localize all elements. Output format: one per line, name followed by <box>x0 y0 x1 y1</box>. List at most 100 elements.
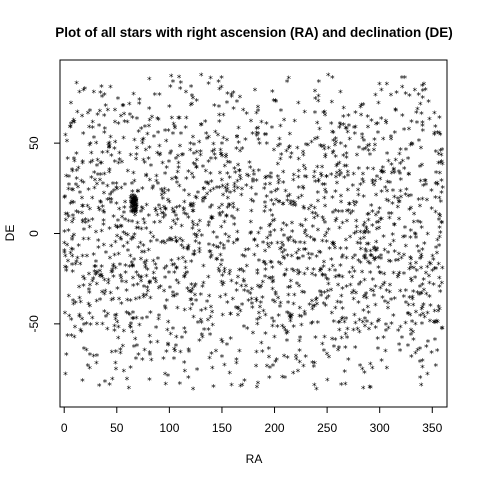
data-point: * <box>431 319 436 329</box>
data-point: * <box>420 88 425 98</box>
data-point: * <box>333 274 338 284</box>
data-point: * <box>208 304 213 314</box>
data-point: * <box>197 218 202 228</box>
data-point: * <box>368 248 373 258</box>
data-point: * <box>191 201 196 211</box>
data-point: * <box>411 265 416 275</box>
data-point: * <box>373 283 378 293</box>
data-point: * <box>90 275 95 285</box>
data-point: * <box>340 220 345 230</box>
data-point: * <box>132 207 137 217</box>
data-point: * <box>63 371 68 381</box>
data-point: * <box>133 202 138 212</box>
data-point: * <box>279 240 284 250</box>
data-point: * <box>252 252 257 262</box>
data-point: * <box>64 138 69 148</box>
data-point: * <box>195 222 200 232</box>
data-point: * <box>283 327 288 337</box>
data-point: * <box>110 181 115 191</box>
data-point: * <box>278 151 283 161</box>
data-point: * <box>231 221 236 231</box>
data-point: * <box>370 208 375 218</box>
data-point: * <box>268 276 273 286</box>
data-point: * <box>408 276 413 286</box>
data-point: * <box>275 240 280 250</box>
data-point: * <box>371 182 376 192</box>
data-point: * <box>188 259 193 269</box>
data-point: * <box>209 253 214 263</box>
data-point: * <box>229 278 234 288</box>
data-point: * <box>322 195 327 205</box>
data-point: * <box>107 143 112 153</box>
data-point: * <box>99 274 104 284</box>
data-point: * <box>111 214 116 224</box>
data-point: * <box>205 180 210 190</box>
data-point: * <box>346 112 351 122</box>
data-point: * <box>270 363 275 373</box>
data-point: * <box>90 125 95 135</box>
data-point: * <box>346 208 351 218</box>
data-point: * <box>217 119 222 129</box>
data-point: * <box>408 332 413 342</box>
data-point: * <box>156 117 161 127</box>
data-point: * <box>267 232 272 242</box>
data-point: * <box>69 187 74 197</box>
data-point: * <box>272 299 277 309</box>
data-point: * <box>193 194 198 204</box>
data-point: * <box>347 270 352 280</box>
data-point: * <box>362 323 367 333</box>
data-point: * <box>392 129 397 139</box>
data-point: * <box>217 212 222 222</box>
data-point: * <box>269 198 274 208</box>
data-point: * <box>254 243 259 253</box>
data-point: * <box>147 352 152 362</box>
data-point: * <box>352 202 357 212</box>
data-point: * <box>288 155 293 165</box>
data-point: * <box>136 351 141 361</box>
data-point: * <box>148 162 153 172</box>
data-point: * <box>90 217 95 227</box>
data-point: * <box>194 232 199 242</box>
data-point: * <box>310 303 315 313</box>
data-point: * <box>299 322 304 332</box>
data-point: * <box>253 296 258 306</box>
data-point: * <box>427 318 432 328</box>
data-point: * <box>401 126 406 136</box>
data-point: * <box>211 242 216 252</box>
data-point: * <box>162 190 167 200</box>
data-point: * <box>403 192 408 202</box>
data-point: * <box>278 123 283 133</box>
data-point: * <box>115 218 120 228</box>
data-point: * <box>244 263 249 273</box>
data-point: * <box>325 288 330 298</box>
data-point: * <box>286 292 291 302</box>
data-point: * <box>326 227 331 237</box>
data-point: * <box>366 230 371 240</box>
data-point: * <box>440 185 445 195</box>
data-point: * <box>122 181 127 191</box>
data-point: * <box>399 84 404 94</box>
data-point: * <box>330 210 335 220</box>
data-point: * <box>385 179 390 189</box>
data-point: * <box>210 365 215 375</box>
data-point: * <box>314 386 319 396</box>
data-point: * <box>132 232 137 242</box>
data-point: * <box>94 281 99 291</box>
data-point: * <box>275 187 280 197</box>
data-point: * <box>397 270 402 280</box>
data-point: * <box>372 178 377 188</box>
data-point: * <box>128 194 133 204</box>
data-point: * <box>307 301 312 311</box>
data-point: * <box>86 301 91 311</box>
data-point: * <box>297 313 302 323</box>
data-point: * <box>101 218 106 228</box>
data-point: * <box>92 185 97 195</box>
data-point: * <box>256 230 261 240</box>
data-point: * <box>413 260 418 270</box>
data-point: * <box>65 258 70 268</box>
data-point: * <box>144 285 149 295</box>
data-point: * <box>159 240 164 250</box>
data-point: * <box>241 323 246 333</box>
data-point: * <box>403 320 408 330</box>
data-point: * <box>373 121 378 131</box>
